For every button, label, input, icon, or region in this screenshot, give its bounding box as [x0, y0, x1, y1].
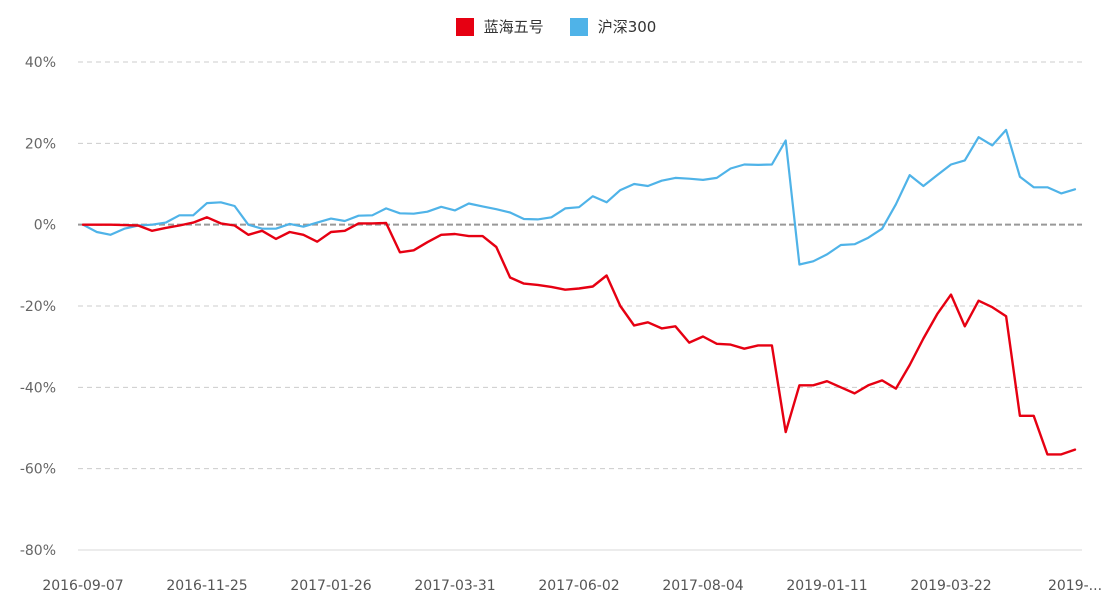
legend-item-series-2[interactable]: 沪深300 — [569, 16, 657, 37]
x-tick-label: 2019-03-22 — [910, 578, 991, 594]
y-tick-label: 20% — [25, 136, 56, 152]
y-tick-label: -60% — [20, 462, 56, 478]
legend-swatch-series-1 — [455, 17, 474, 36]
y-tick-label: -40% — [20, 380, 56, 396]
series-line-2[interactable] — [81, 128, 1077, 266]
y-axis: -80% -60% -40% -20% 0% 20% 40% — [20, 55, 56, 559]
y-tick-label: 0% — [34, 218, 56, 234]
x-axis: 2016-09-07 2016-11-25 2017-01-26 2017-03-31… — [42, 578, 1102, 594]
legend-item-series-1[interactable]: 蓝海五号 — [455, 16, 544, 37]
y-tick-label: -80% — [20, 543, 56, 559]
x-tick-label: 2016-11-25 — [166, 578, 247, 594]
x-tick-label: 2019-01-11 — [786, 578, 867, 594]
grid-layer — [78, 61, 1082, 551]
legend-label-series-2: 沪深300 — [597, 18, 657, 36]
series-line-1[interactable] — [81, 216, 1077, 456]
y-tick-label: -20% — [20, 299, 56, 315]
legend: 蓝海五号 沪深300 — [0, 16, 1112, 37]
x-tick-label: 2017-08-04 — [662, 578, 743, 594]
legend-swatch-series-2 — [569, 17, 588, 36]
y-tick-label: 40% — [25, 55, 56, 71]
x-tick-label: 2019-... — [1048, 578, 1102, 594]
legend-label-series-1: 蓝海五号 — [483, 18, 544, 36]
x-tick-label: 2017-06-02 — [538, 578, 619, 594]
x-tick-label: 2017-03-31 — [414, 578, 495, 594]
x-tick-label: 2017-01-26 — [290, 578, 371, 594]
x-tick-label: 2016-09-07 — [42, 578, 123, 594]
series-layer — [81, 128, 1077, 456]
